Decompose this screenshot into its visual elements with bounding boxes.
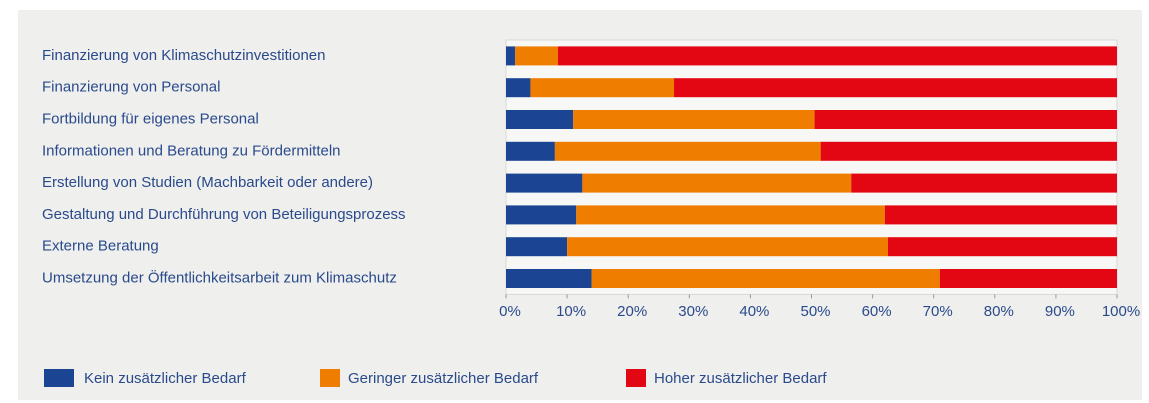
bar-segment — [814, 110, 1117, 129]
bar-segment — [530, 78, 675, 98]
bar-segment — [554, 141, 821, 161]
y-tick-label: Finanzierung von Klimaschutzinvestitione… — [42, 47, 325, 64]
bar-segment — [506, 110, 574, 129]
x-tick-label: 10% — [556, 303, 586, 320]
legend-swatch — [44, 369, 74, 387]
y-tick-label: Finanzierung von Personal — [42, 79, 220, 96]
y-tick-label: Informationen und Beratung zu Fördermitt… — [42, 142, 341, 159]
legend-swatch — [320, 369, 340, 387]
x-tick-label: 70% — [923, 303, 953, 320]
bar-segment — [515, 46, 558, 66]
bar-segment — [557, 46, 1117, 66]
bar-segment — [506, 78, 531, 98]
x-tick-label: 60% — [862, 303, 892, 320]
x-tick-label: 30% — [678, 303, 708, 320]
bar-segment — [506, 46, 516, 66]
x-tick-label: 40% — [739, 303, 769, 320]
legend-swatch — [626, 369, 646, 387]
bar-segment — [851, 173, 1117, 193]
bar-segment — [573, 110, 815, 129]
bar-segment — [506, 205, 577, 225]
bar-segment — [939, 269, 1117, 288]
bar-segment — [887, 237, 1117, 257]
bar-segment — [582, 173, 852, 193]
plot-area — [505, 39, 1118, 295]
legend-label: Hoher zusätzlicher Bedarf — [654, 370, 827, 387]
bar-segment — [506, 237, 568, 257]
bar-segment — [820, 141, 1117, 161]
y-tick-label: Gestaltung und Durchführung von Beteilig… — [42, 206, 406, 223]
bar-segment — [506, 141, 555, 161]
legend-label: Kein zusätzlicher Bedarf — [84, 370, 247, 387]
x-tick-label: 50% — [800, 303, 830, 320]
bar-segment — [567, 237, 888, 257]
x-tick-label: 80% — [984, 303, 1014, 320]
bar-segment — [506, 269, 592, 288]
x-tick-label: 0% — [499, 303, 521, 320]
y-tick-label: Externe Beratung — [42, 238, 159, 255]
y-tick-label: Umsetzung der Öffentlichkeitsarbeit zum … — [42, 268, 397, 286]
legend-label: Geringer zusätzlicher Bedarf — [348, 370, 539, 387]
x-tick-label: 90% — [1045, 303, 1075, 320]
y-tick-label: Fortbildung für eigenes Personal — [42, 110, 259, 127]
bar-segment — [576, 205, 885, 225]
bar-segment — [591, 269, 940, 288]
bar-segment — [506, 173, 583, 193]
x-tick-label: 100% — [1102, 303, 1140, 320]
bar-segment — [884, 205, 1117, 225]
y-tick-label: Erstellung von Studien (Machbarkeit oder… — [42, 174, 373, 191]
x-tick-label: 20% — [617, 303, 647, 320]
bar-segment — [674, 78, 1117, 98]
